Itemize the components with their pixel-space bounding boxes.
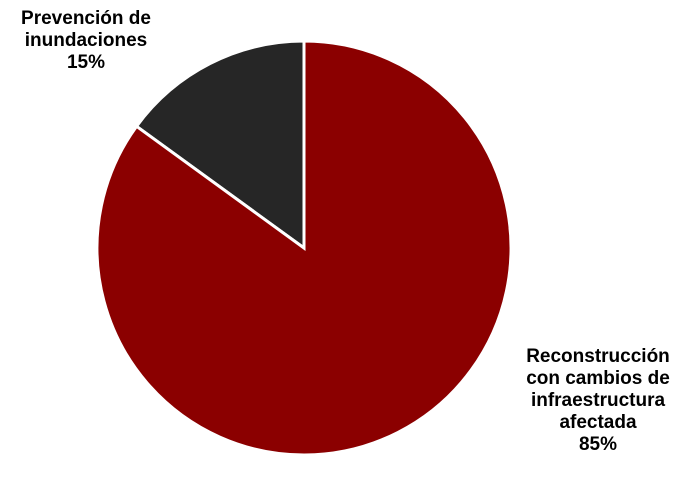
pie-slice-1 [95,39,513,457]
slice-value-label: 15% [66,52,106,73]
slice-value-label: 85% [578,434,618,455]
slice-label-line: Prevención de [21,8,151,29]
slice-label-line: con cambios de [526,368,670,389]
slice-label-reconstruccion: Reconstrucción con cambios de infraestru… [502,346,694,456]
slice-label-prevencion: Prevención de inundaciones 15% [0,8,172,74]
slice-label-line: Reconstrucción [526,346,670,367]
pie-slices [95,39,513,457]
pie-slice-0 [134,39,306,251]
slice-label-line: inundaciones [24,30,148,51]
slice-label-line: afectada [559,412,637,433]
slice-label-line: infraestructura [530,390,666,411]
